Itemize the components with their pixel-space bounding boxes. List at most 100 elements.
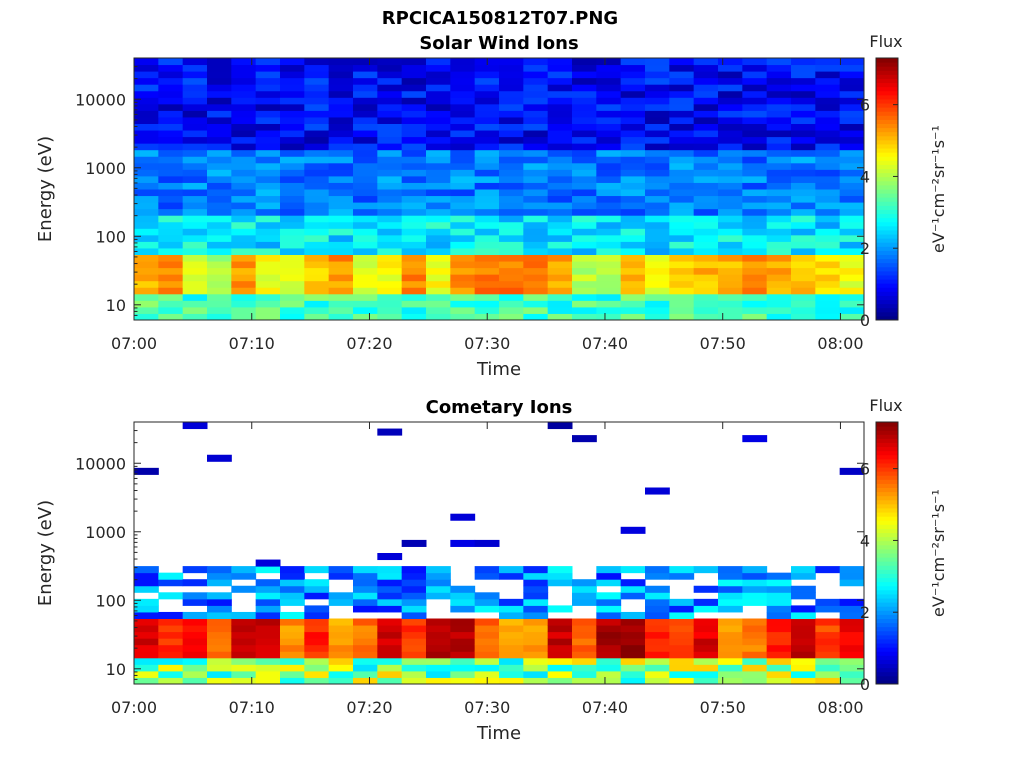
heatmap-cell — [474, 247, 500, 255]
heatmap-cell — [401, 149, 427, 157]
heatmap-cell — [620, 215, 646, 223]
heatmap-cell — [158, 247, 184, 255]
heatmap-cell — [523, 84, 549, 92]
heatmap-cell — [523, 58, 549, 66]
heatmap-cell — [766, 175, 792, 183]
heatmap-cell — [401, 64, 427, 72]
heatmap-cell — [158, 136, 184, 144]
heatmap-cell — [401, 254, 427, 262]
heatmap-cell — [231, 103, 257, 111]
heatmap-cell — [304, 644, 330, 652]
heatmap-cell — [426, 618, 451, 626]
heatmap-cell — [742, 215, 768, 223]
heatmap-cell — [353, 71, 378, 79]
heatmap-cell — [182, 313, 208, 321]
colorbar-segment — [876, 225, 898, 231]
heatmap-cell — [839, 579, 865, 587]
heatmap-cell — [207, 454, 232, 462]
heatmap-cell — [304, 156, 330, 164]
heatmap-cell — [718, 84, 743, 92]
heatmap-cell — [620, 195, 646, 203]
colorbar-segment — [876, 483, 898, 488]
colorbar-segment — [876, 70, 898, 75]
heatmap-cell — [815, 182, 841, 190]
heatmap-cell — [718, 110, 743, 118]
heatmap-cell — [255, 293, 281, 301]
heatmap-cell — [523, 670, 549, 678]
heatmap-cell — [255, 579, 281, 587]
heatmap-cell — [669, 300, 695, 308]
heatmap-cell — [572, 313, 597, 321]
heatmap-cell — [742, 169, 768, 177]
heatmap-cell — [791, 130, 816, 138]
heatmap-cell — [231, 631, 257, 639]
heatmap-cell — [742, 195, 768, 203]
heatmap-cell — [596, 77, 622, 85]
heatmap-cell — [547, 175, 573, 183]
colorbar-segment — [876, 565, 898, 570]
heatmap-cell — [474, 221, 500, 229]
heatmap-cell — [693, 625, 719, 633]
heatmap-cell — [620, 280, 646, 288]
heatmap-cell — [693, 136, 719, 144]
heatmap-cell — [353, 77, 378, 85]
heatmap-cell — [645, 670, 670, 678]
heatmap-cell — [596, 162, 622, 170]
heatmap-cell — [547, 116, 573, 124]
heatmap-cell — [791, 77, 816, 85]
heatmap-cell — [499, 611, 524, 619]
heatmap-cell — [791, 267, 816, 275]
heatmap-cell — [572, 202, 597, 210]
heatmap-cell — [304, 625, 330, 633]
heatmap-cell — [304, 631, 330, 639]
plot-frame — [133, 421, 865, 685]
colorbar-segment — [876, 671, 898, 677]
colorbar-tick-label: 6 — [860, 96, 870, 115]
heatmap-cell — [523, 651, 549, 659]
heatmap-cell — [620, 254, 646, 262]
heatmap-cell — [304, 130, 330, 138]
heatmap-cell — [766, 116, 792, 124]
heatmap-cell — [401, 116, 427, 124]
heatmap-cell — [207, 71, 232, 79]
heatmap-cell — [693, 651, 719, 659]
colorbar-segment — [876, 66, 898, 71]
heatmap-cell — [401, 58, 427, 66]
x-tick-label: 07:00 — [111, 334, 157, 353]
heatmap-cell — [328, 267, 354, 275]
heatmap-cell — [742, 202, 768, 210]
heatmap-cell — [450, 618, 476, 626]
heatmap-cell — [742, 130, 768, 138]
heatmap-cell — [742, 175, 768, 183]
heatmap-cell — [596, 254, 622, 262]
colorbar-segment — [876, 156, 898, 161]
heatmap-cell — [791, 605, 816, 613]
heatmap-cell — [742, 136, 768, 144]
heatmap-cell — [766, 169, 792, 177]
heatmap-cell — [791, 175, 816, 183]
heatmap-cell — [304, 169, 330, 177]
heatmap-cell — [450, 274, 476, 282]
colorbar-segment — [876, 103, 898, 108]
heatmap-cell — [766, 143, 792, 151]
heatmap-cell — [815, 136, 841, 144]
plot-frame — [133, 57, 865, 321]
colorbar-segment — [876, 655, 898, 660]
heatmap-cell — [304, 175, 330, 183]
heatmap-cell — [547, 84, 573, 92]
heatmap-cell — [231, 156, 257, 164]
heatmap-cell — [450, 64, 476, 72]
heatmap-cell — [328, 130, 354, 138]
heatmap-cell — [426, 116, 451, 124]
heatmap-cell — [474, 64, 500, 72]
heatmap-cell — [547, 182, 573, 190]
heatmap-cell — [231, 274, 257, 282]
heatmap-cell — [766, 313, 792, 321]
heatmap-cell — [207, 149, 232, 157]
heatmap-cell — [718, 247, 743, 255]
heatmap-cell — [669, 130, 695, 138]
heatmap-cell — [328, 280, 354, 288]
heatmap-cell — [474, 123, 500, 131]
heatmap-cell — [255, 71, 281, 79]
heatmap-cell — [547, 71, 573, 79]
